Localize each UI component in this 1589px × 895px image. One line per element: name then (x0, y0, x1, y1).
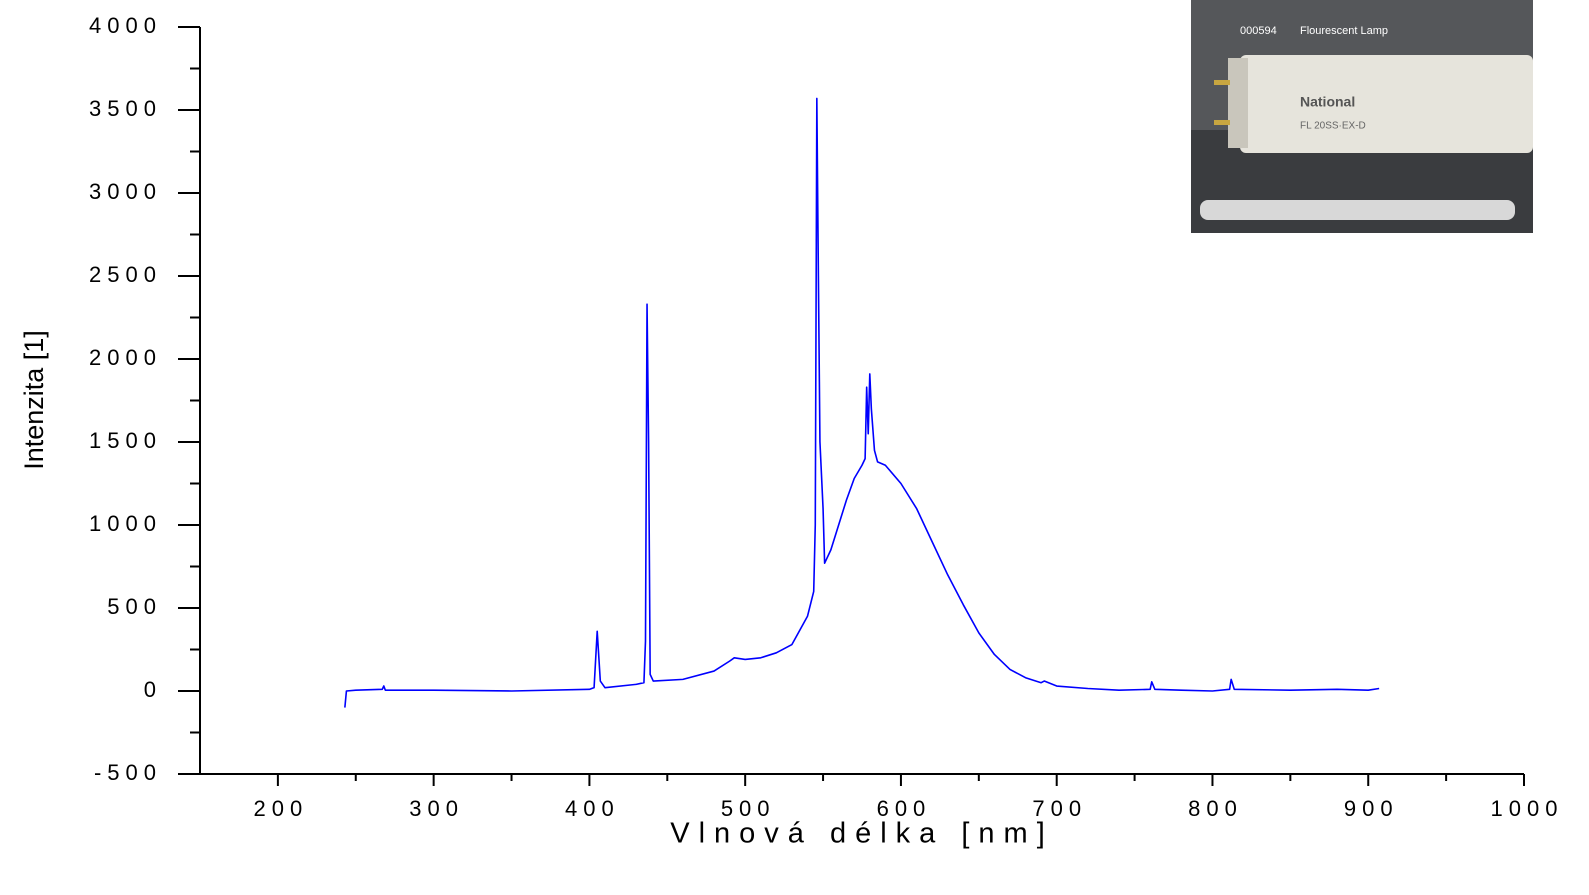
lamp-tube-small (1200, 200, 1515, 220)
y-tick-label: 3000 (89, 179, 162, 204)
x-tick-label: 400 (565, 796, 620, 821)
lamp-pin (1214, 80, 1230, 85)
x-tick-label: 500 (721, 796, 776, 821)
x-axis-title: Vlnová délka [nm] (670, 818, 1054, 850)
x-tick-label: 1000 (1491, 796, 1564, 821)
x-tick-label: 300 (409, 796, 464, 821)
photo-code: 000594 (1240, 25, 1277, 37)
x-tick-label: 800 (1188, 796, 1243, 821)
y-tick-label: 2500 (89, 262, 162, 287)
y-tick-label: 500 (107, 594, 162, 619)
x-tick-label: 900 (1344, 796, 1399, 821)
photo-brand: National (1300, 94, 1355, 110)
photo-model: FL 20SS·EX-D (1300, 121, 1366, 132)
lamp-cap (1228, 58, 1248, 148)
y-axis-title: Intenzita [1] (19, 330, 49, 470)
y-tick-label: 1500 (89, 428, 162, 453)
photo-caption: Flourescent Lamp (1300, 25, 1388, 37)
y-tick-label: 0 (144, 677, 162, 702)
y-tick-label: 2000 (89, 345, 162, 370)
inset-photo: 000594 Flourescent Lamp National FL 20SS… (1191, 0, 1533, 233)
lamp-pin (1214, 120, 1230, 125)
y-tick-label: -500 (94, 760, 162, 785)
y-tick-label: 4000 (89, 13, 162, 38)
y-tick-label: 1000 (89, 511, 162, 536)
lamp-tube (1240, 55, 1533, 153)
x-tick-label: 700 (1032, 796, 1087, 821)
x-tick-label: 600 (877, 796, 932, 821)
spectrum-line (344, 97, 1380, 708)
y-tick-label: 3500 (89, 96, 162, 121)
x-tick-label: 200 (254, 796, 309, 821)
